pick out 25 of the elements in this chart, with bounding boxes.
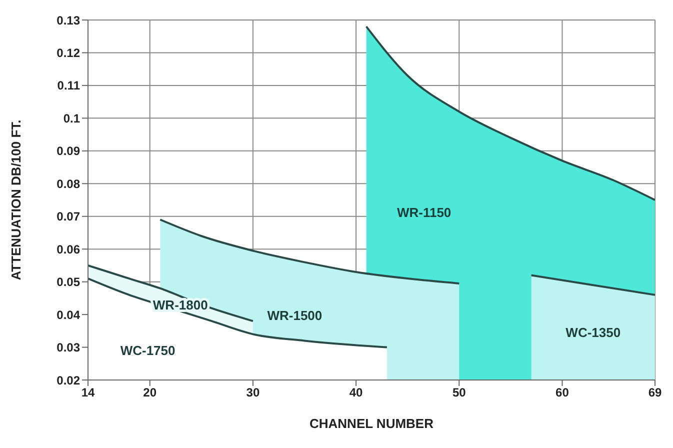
y-tick-label: 0.08: [56, 176, 80, 191]
x-tick-label: 14: [81, 386, 95, 400]
y-tick-label: 0.05: [56, 275, 80, 290]
x-tick-label: 69: [648, 386, 662, 400]
x-axis-title: CHANNEL NUMBER: [310, 416, 434, 431]
x-tick-label: 20: [143, 386, 157, 400]
y-tick-label: 0.13: [56, 13, 80, 28]
y-tick-label: 0.04: [56, 308, 80, 322]
series-label: WC-1350: [566, 325, 621, 340]
series-label: WR-1150: [396, 205, 452, 220]
x-tick-label: 30: [246, 386, 260, 400]
y-tick-label: 0.02: [56, 373, 80, 388]
y-tick-label: 0.03: [56, 340, 80, 355]
x-tick-label: 60: [556, 386, 570, 400]
x-tick-label: 40: [349, 386, 364, 400]
y-tick-label: 0.12: [56, 46, 80, 60]
y-tick-label: 0.1: [63, 111, 80, 126]
x-tick-label: 50: [452, 386, 466, 400]
y-tick-label: 0.09: [56, 144, 80, 158]
y-tick-label: 0.06: [56, 242, 80, 256]
y-axis-title: ATTENUATION DB/100 FT.: [8, 120, 24, 280]
series-label: WR-1500: [267, 308, 322, 323]
y-tick-label: 0.11: [57, 78, 80, 93]
y-tick-label: 0.07: [56, 210, 80, 224]
series-label: WC-1750: [120, 342, 176, 358]
